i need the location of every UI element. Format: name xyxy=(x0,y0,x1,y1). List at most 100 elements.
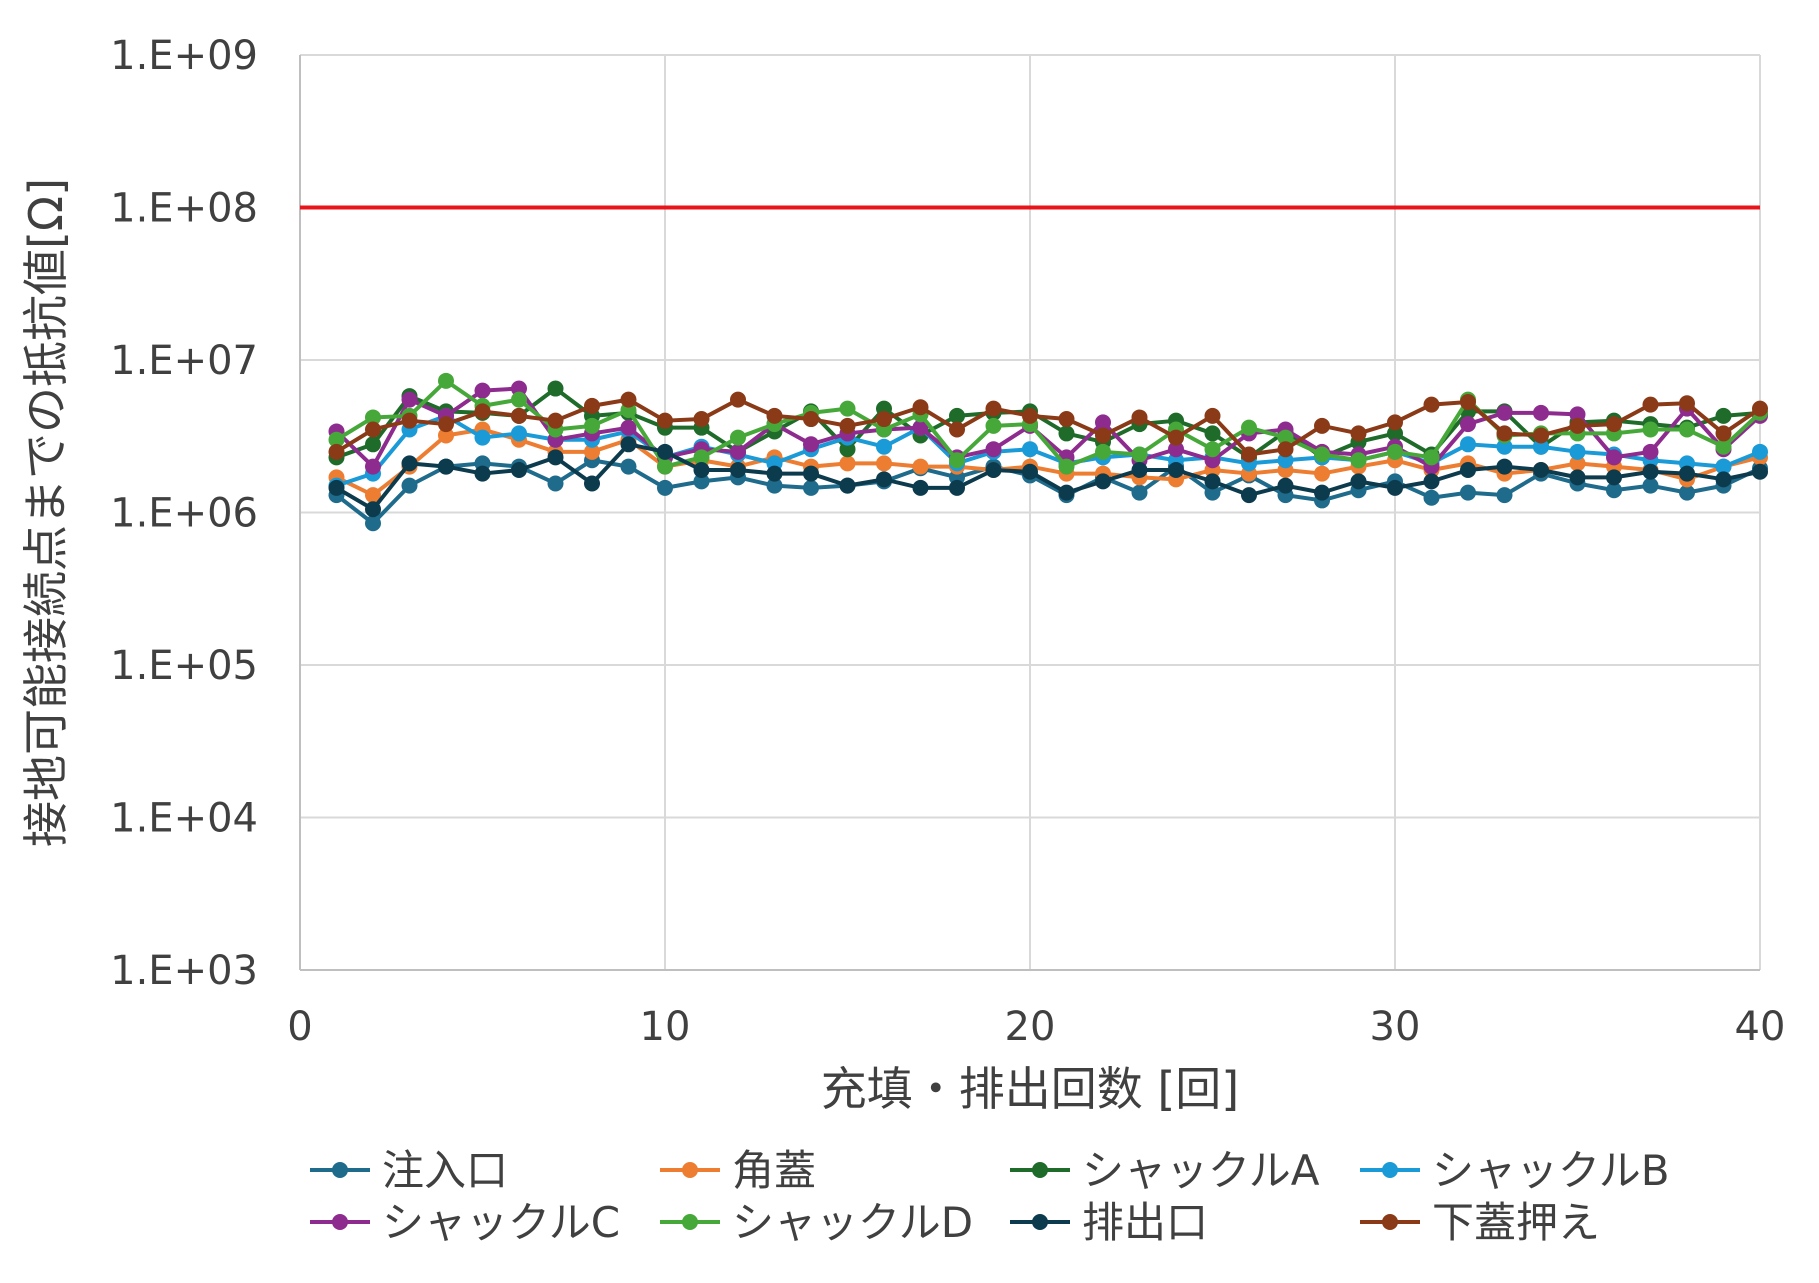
data-point xyxy=(1496,458,1513,475)
data-point xyxy=(365,458,381,475)
series-line xyxy=(335,386,1761,460)
data-point xyxy=(876,438,892,455)
data-point xyxy=(1095,473,1111,490)
data-point xyxy=(1095,427,1111,444)
data-point xyxy=(365,409,381,426)
data-point xyxy=(1277,477,1294,494)
data-point xyxy=(1095,443,1111,460)
data-point xyxy=(1058,425,1075,442)
data-point xyxy=(1277,452,1294,469)
legend-swatch-marker xyxy=(1032,1162,1048,1178)
data-point xyxy=(1204,407,1221,424)
data-point xyxy=(876,471,892,488)
data-point xyxy=(693,411,710,428)
series-注入口 xyxy=(328,452,1768,532)
data-point xyxy=(1168,429,1184,446)
data-point xyxy=(1277,441,1294,458)
legend-label: 角蓋 xyxy=(732,1146,816,1195)
data-point xyxy=(365,436,381,453)
data-point xyxy=(438,427,454,444)
data-point xyxy=(1752,443,1768,460)
data-point xyxy=(1131,484,1148,501)
data-point xyxy=(1679,395,1695,412)
legend: 注入口 角蓋 シャックルA シャックルB シャックルC シャックルD 排出口 下蓋押え xyxy=(310,1146,1670,1247)
data-point xyxy=(1022,407,1038,424)
data-point xyxy=(730,461,746,478)
data-point xyxy=(1715,425,1732,442)
y-tick-label: 1.E+07 xyxy=(110,338,258,384)
data-point xyxy=(657,479,673,496)
data-point xyxy=(1569,417,1586,434)
data-point xyxy=(328,479,345,496)
y-tick-label: 1.E+06 xyxy=(110,491,258,537)
data-point xyxy=(474,429,491,446)
legend-item: 下蓋押え xyxy=(1360,1198,1600,1247)
data-point xyxy=(949,452,965,469)
data-point xyxy=(1642,463,1659,480)
data-point xyxy=(949,421,965,438)
data-point xyxy=(1423,473,1440,490)
data-point xyxy=(1131,461,1148,478)
data-point xyxy=(547,412,564,429)
data-point xyxy=(1460,394,1476,411)
x-tick-label: 10 xyxy=(640,1004,691,1050)
legend-item: 角蓋 xyxy=(660,1146,816,1195)
data-point xyxy=(547,449,564,466)
data-point xyxy=(1460,436,1476,453)
data-point xyxy=(1569,455,1586,472)
data-point xyxy=(1496,425,1513,442)
legend-label: シャックルC xyxy=(382,1198,620,1247)
data-point xyxy=(730,443,746,460)
data-point xyxy=(1752,463,1768,480)
data-point xyxy=(1387,425,1403,442)
data-point xyxy=(693,461,710,478)
data-point xyxy=(766,407,783,424)
data-point xyxy=(876,455,892,472)
legend-swatch-marker xyxy=(332,1214,348,1230)
data-point xyxy=(511,425,527,442)
data-point xyxy=(328,443,345,460)
data-point xyxy=(547,380,564,397)
data-point xyxy=(1095,414,1111,431)
data-point xyxy=(985,441,1002,458)
data-point xyxy=(1387,414,1403,431)
data-point xyxy=(511,380,527,397)
data-point xyxy=(511,461,527,478)
data-point xyxy=(584,475,600,492)
x-axis-title: 充填・排出回数 [回] xyxy=(821,1062,1240,1116)
data-point xyxy=(657,443,673,460)
data-point xyxy=(401,477,418,494)
data-point xyxy=(1569,406,1586,423)
data-point xyxy=(876,411,892,428)
data-point xyxy=(1642,477,1659,494)
data-point xyxy=(1204,452,1221,469)
data-point xyxy=(1606,449,1622,466)
data-point xyxy=(1423,449,1440,466)
data-point xyxy=(1715,407,1732,424)
y-tick-label: 1.E+03 xyxy=(110,948,258,994)
legend-label: 下蓋押え xyxy=(1432,1198,1600,1247)
data-point xyxy=(1496,487,1513,504)
data-point xyxy=(1606,416,1622,433)
data-point xyxy=(1496,404,1513,421)
data-point xyxy=(839,441,856,458)
data-point xyxy=(766,477,783,494)
legend-swatch-marker xyxy=(1032,1214,1048,1230)
data-point xyxy=(1460,484,1476,501)
data-point xyxy=(584,417,600,434)
data-point xyxy=(1496,438,1513,455)
data-point xyxy=(438,372,454,389)
data-point xyxy=(730,391,746,408)
data-point xyxy=(1350,452,1367,469)
grid xyxy=(299,54,1761,971)
data-point xyxy=(365,421,381,438)
legend-item: シャックルC xyxy=(310,1198,620,1247)
data-point xyxy=(912,479,929,496)
data-point xyxy=(1460,416,1476,433)
data-point xyxy=(620,458,637,475)
data-point xyxy=(803,479,819,496)
data-point xyxy=(1715,458,1732,475)
data-point xyxy=(1679,465,1695,482)
data-point xyxy=(949,407,965,424)
data-point xyxy=(803,465,819,482)
